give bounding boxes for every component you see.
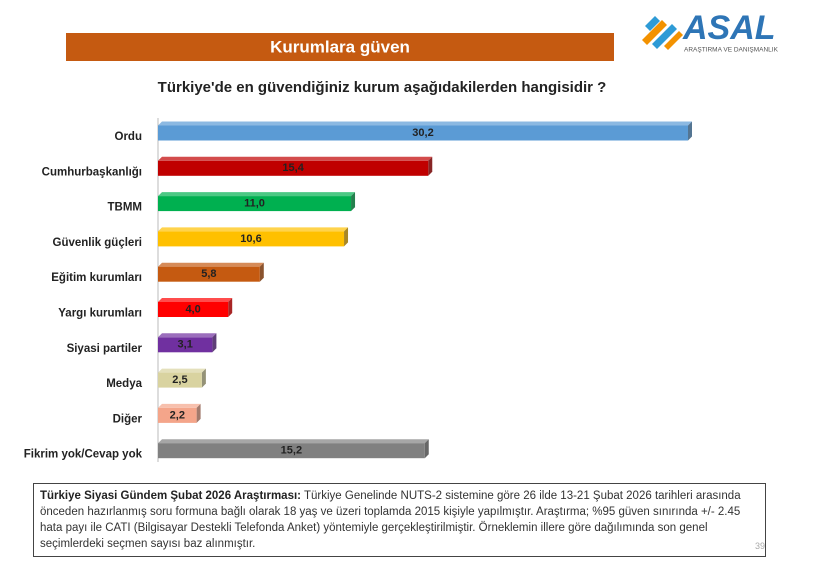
category-label: Yargı kurumları — [58, 308, 142, 320]
logo-tagline: ARAŞTIRMA VE DANIŞMANLIK — [684, 47, 779, 54]
bar-depth — [158, 439, 429, 444]
category-label: Ordu — [115, 131, 142, 143]
data-label: 4,0 — [185, 303, 200, 315]
category-label: Fikrim yok/Cevap yok — [24, 449, 143, 461]
bar — [158, 337, 213, 353]
bar-side — [201, 368, 206, 388]
note-lead: Türkiye Siyasi Gündem Şubat 2026 Araştır… — [40, 490, 301, 502]
data-label: 15,4 — [282, 162, 304, 174]
bar-depth — [158, 227, 349, 232]
category-label: Siyasi partiler — [67, 343, 143, 355]
note-text: Türkiye Genelinde NUTS-2 sistemine göre … — [40, 490, 741, 550]
category-label: TBMM — [108, 202, 143, 214]
bar — [158, 302, 229, 317]
category-label: Diğer — [113, 413, 143, 425]
bar-side — [424, 439, 429, 459]
bar-depth — [158, 121, 692, 126]
bar-side — [228, 298, 233, 317]
bar-depth — [158, 333, 217, 338]
data-label: 2,5 — [172, 374, 187, 386]
logo-name: ASAL — [682, 9, 776, 47]
bar-side — [212, 333, 217, 353]
category-label: Eğitim kurumları — [51, 272, 142, 284]
bar — [158, 160, 429, 176]
category-label: Güvenlik güçleri — [53, 237, 142, 249]
bar-side — [344, 227, 349, 247]
note: Türkiye Siyasi Gündem Şubat 2026 Araştır… — [33, 483, 766, 557]
chart-title: Türkiye'de en güvendiğiniz kurum aşağıda… — [158, 79, 607, 96]
data-label: 30,2 — [412, 127, 433, 139]
header-banner — [66, 33, 614, 61]
bar-depth — [158, 368, 206, 373]
bar — [158, 443, 425, 459]
bar-side — [196, 403, 201, 423]
bar-side — [259, 262, 264, 282]
data-label: 11,0 — [244, 198, 265, 210]
bar-depth — [158, 262, 264, 267]
data-label: 2,2 — [170, 409, 185, 421]
bar — [158, 266, 260, 282]
bar-side — [428, 156, 433, 176]
bar-side — [688, 121, 692, 141]
bar-depth — [158, 403, 201, 408]
bar-side — [351, 192, 356, 212]
bar — [158, 196, 352, 212]
category-label: Medya — [106, 378, 142, 390]
bar-depth — [158, 156, 433, 161]
category-label: Cumhurbaşkanlığı — [42, 166, 142, 178]
data-label: 3,1 — [178, 339, 193, 351]
bar — [158, 231, 345, 247]
header: Kurumlara güven — [270, 37, 410, 56]
logo-icon — [642, 16, 683, 50]
page-number: 39 — [754, 541, 765, 551]
bar-depth — [158, 298, 233, 302]
bar-depth — [158, 192, 356, 197]
bar — [158, 372, 202, 388]
bar — [158, 125, 688, 141]
data-label: 15,2 — [281, 445, 302, 457]
data-label: 5,8 — [201, 268, 216, 280]
bar — [158, 407, 197, 423]
data-label: 10,6 — [240, 233, 261, 245]
